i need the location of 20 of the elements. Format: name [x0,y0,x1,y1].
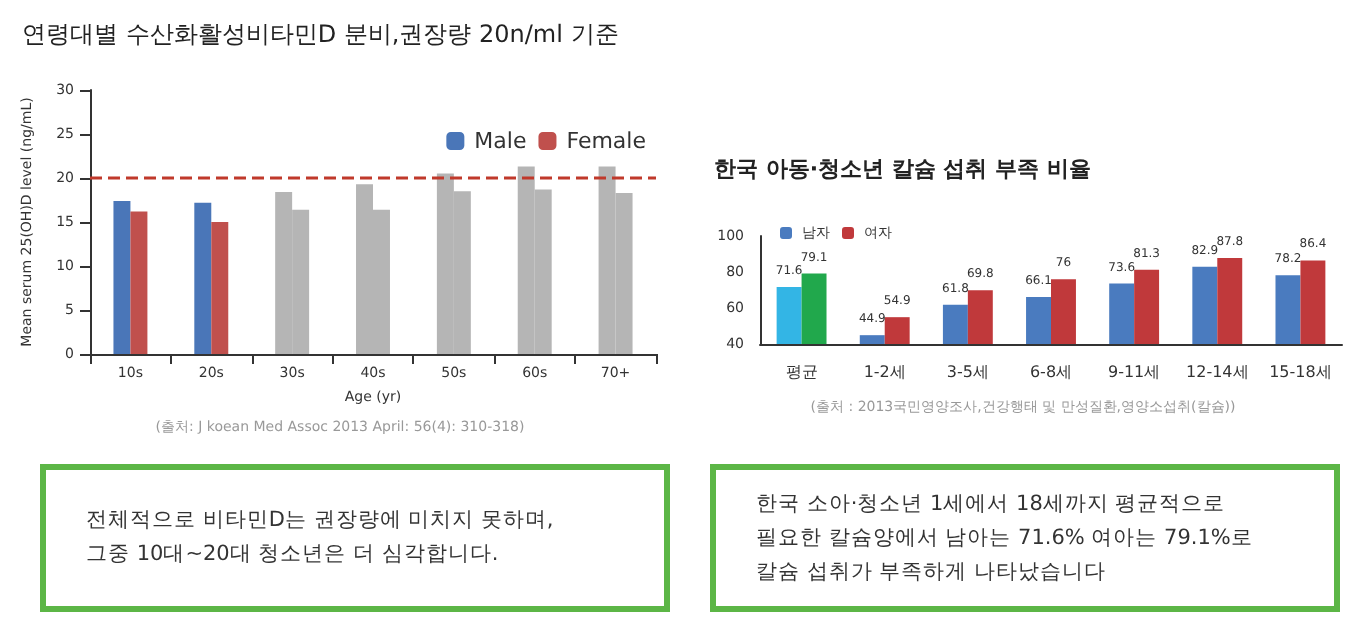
x-tick-label: 15-18세 [1269,363,1332,381]
bar [113,200,131,354]
x-tick-label: 12-14세 [1186,363,1249,381]
chart-title: 연령대별 수산화활성비타민D 분비,권장량 20n/ml 기준 [22,20,619,48]
text: 한국 소아·청소년 1세에서 18세까지 평균적으로 [756,489,1228,519]
legend-label: Female [566,128,647,154]
bar [130,211,148,354]
legend-label: Male [474,128,527,154]
text: 칼슘 섭취가 부족하게 나타났습니다 [756,557,1109,587]
x-tick-label: 1-2세 [863,363,906,381]
text: 필요한 칼슘양에서 남아는 71.6% 여아는 79.1%로 [756,523,1255,553]
x-tick-label: 3-5세 [946,363,989,381]
bar [211,222,229,354]
x-tick-label: 9-11세 [1107,363,1161,381]
text: 그중 10대~20대 청소년은 더 심각합니다. [86,540,501,570]
chart-title: 한국 아동·청소년 칼슘 섭취 부족 비율 [714,156,1091,182]
bar [194,202,212,354]
text: 전체적으로 비타민D는 권장량에 미치지 못하며, [86,506,556,536]
x-tick-label: 평균 [785,363,818,381]
x-tick-label: 6-8세 [1029,363,1073,381]
